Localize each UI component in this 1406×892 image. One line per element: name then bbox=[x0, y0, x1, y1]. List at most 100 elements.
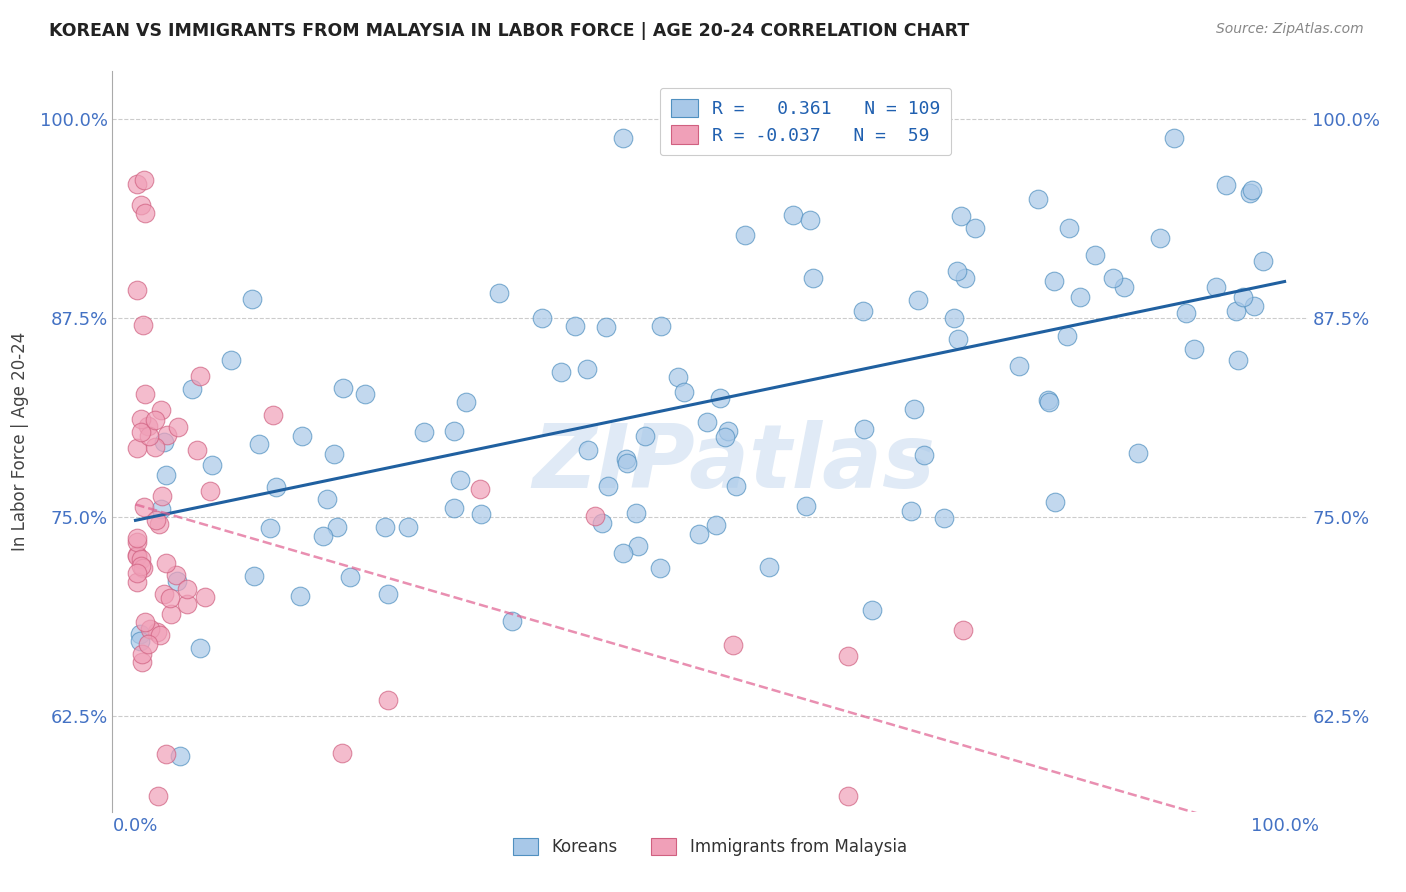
Text: Source: ZipAtlas.com: Source: ZipAtlas.com bbox=[1216, 22, 1364, 37]
Point bbox=[412, 425, 434, 439]
Point bbox=[949, 209, 972, 223]
Point bbox=[1182, 342, 1205, 356]
Point bbox=[288, 589, 311, 603]
Point bbox=[374, 520, 396, 534]
Point bbox=[1084, 248, 1107, 262]
Point bbox=[578, 443, 600, 458]
Point bbox=[782, 208, 804, 222]
Point bbox=[125, 283, 148, 297]
Point bbox=[129, 412, 152, 426]
Point bbox=[160, 607, 183, 621]
Point bbox=[354, 387, 377, 401]
Point bbox=[946, 264, 969, 278]
Point bbox=[143, 413, 166, 427]
Legend: Koreans, Immigrants from Malaysia: Koreans, Immigrants from Malaysia bbox=[506, 831, 914, 863]
Point bbox=[188, 369, 211, 384]
Point bbox=[262, 408, 284, 422]
Point bbox=[155, 557, 177, 571]
Point bbox=[799, 213, 821, 227]
Point bbox=[150, 403, 173, 417]
Point bbox=[149, 501, 172, 516]
Point bbox=[1226, 353, 1249, 368]
Point bbox=[134, 206, 156, 220]
Point bbox=[259, 521, 281, 535]
Point bbox=[952, 624, 974, 638]
Point bbox=[291, 429, 314, 443]
Point bbox=[377, 587, 399, 601]
Point bbox=[1069, 290, 1091, 304]
Point bbox=[1026, 193, 1049, 207]
Point bbox=[501, 614, 523, 628]
Point bbox=[132, 173, 155, 187]
Point bbox=[125, 177, 148, 191]
Point bbox=[125, 441, 148, 455]
Point bbox=[176, 582, 198, 596]
Point bbox=[201, 458, 224, 472]
Point bbox=[454, 395, 477, 409]
Point bbox=[129, 552, 152, 566]
Point bbox=[139, 623, 162, 637]
Point bbox=[717, 424, 740, 438]
Point bbox=[853, 422, 876, 436]
Point bbox=[167, 420, 190, 434]
Point bbox=[583, 509, 606, 524]
Point bbox=[907, 293, 929, 308]
Point bbox=[443, 425, 465, 439]
Point bbox=[325, 519, 347, 533]
Point bbox=[1038, 394, 1060, 409]
Point bbox=[150, 489, 173, 503]
Point bbox=[194, 590, 217, 604]
Point bbox=[953, 271, 976, 285]
Point bbox=[612, 131, 634, 145]
Point bbox=[449, 473, 471, 487]
Point bbox=[155, 428, 177, 442]
Point bbox=[128, 634, 150, 648]
Point bbox=[159, 591, 181, 605]
Point bbox=[339, 570, 361, 584]
Point bbox=[322, 447, 344, 461]
Point bbox=[709, 392, 731, 406]
Point bbox=[1057, 221, 1080, 235]
Point bbox=[794, 499, 817, 513]
Point bbox=[903, 402, 925, 417]
Point bbox=[264, 480, 287, 494]
Point bbox=[153, 435, 176, 450]
Point bbox=[1036, 392, 1059, 407]
Point bbox=[650, 319, 672, 334]
Point bbox=[1043, 494, 1066, 508]
Point bbox=[166, 574, 188, 588]
Point bbox=[963, 221, 986, 235]
Point bbox=[488, 285, 510, 300]
Point bbox=[1243, 299, 1265, 313]
Text: ZIPatlas: ZIPatlas bbox=[533, 420, 935, 508]
Point bbox=[688, 527, 710, 541]
Point bbox=[758, 560, 780, 574]
Point bbox=[724, 479, 747, 493]
Point bbox=[852, 304, 875, 318]
Point bbox=[247, 437, 270, 451]
Point bbox=[219, 353, 242, 368]
Point bbox=[132, 561, 155, 575]
Point bbox=[837, 789, 859, 803]
Point bbox=[125, 549, 148, 563]
Point bbox=[145, 512, 167, 526]
Y-axis label: In Labor Force | Age 20-24: In Labor Force | Age 20-24 bbox=[10, 332, 28, 551]
Point bbox=[942, 310, 965, 325]
Point bbox=[125, 531, 148, 545]
Point bbox=[1225, 304, 1247, 318]
Point bbox=[1215, 178, 1237, 193]
Point bbox=[531, 311, 554, 326]
Point bbox=[165, 568, 187, 582]
Point bbox=[377, 693, 399, 707]
Point bbox=[330, 747, 353, 761]
Point bbox=[176, 597, 198, 611]
Point bbox=[696, 415, 718, 429]
Point bbox=[149, 628, 172, 642]
Point bbox=[155, 467, 177, 482]
Point bbox=[666, 370, 689, 384]
Point bbox=[1114, 280, 1136, 294]
Point bbox=[153, 587, 176, 601]
Point bbox=[125, 534, 148, 549]
Point bbox=[673, 385, 696, 400]
Point bbox=[332, 381, 354, 395]
